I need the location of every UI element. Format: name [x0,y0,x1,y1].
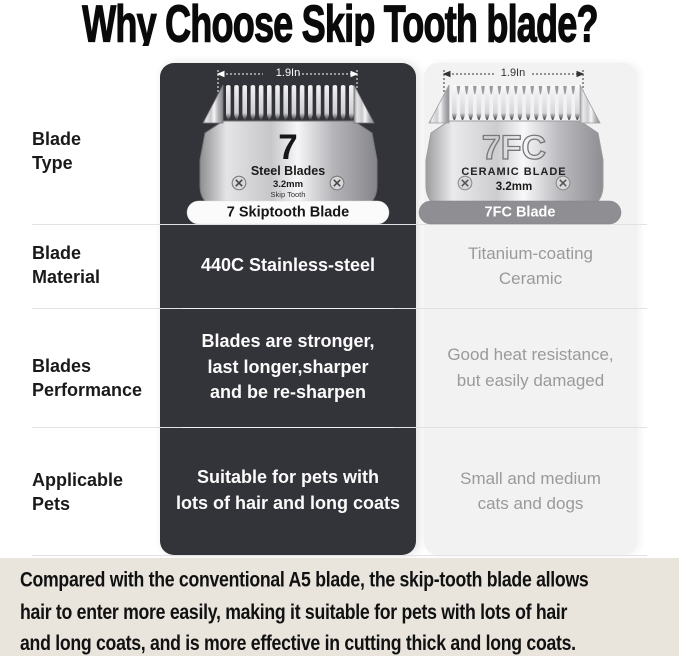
svg-text:7 Skiptooth Blade: 7 Skiptooth Blade [227,205,349,221]
svg-text:1.9In: 1.9In [501,67,525,79]
svg-text:CERAMIC BLADE: CERAMIC BLADE [461,166,566,178]
svg-text:3.2mm: 3.2mm [496,181,532,193]
svg-text:7FC Blade: 7FC Blade [485,205,556,221]
svg-text:7FC: 7FC [482,129,546,167]
svg-text:1.9In: 1.9In [276,67,300,79]
svg-text:7: 7 [278,128,297,167]
svg-text:3.2mm: 3.2mm [273,179,303,190]
svg-text:Steel Blades: Steel Blades [251,164,325,178]
svg-text:Skip Tooth: Skip Tooth [271,190,306,199]
